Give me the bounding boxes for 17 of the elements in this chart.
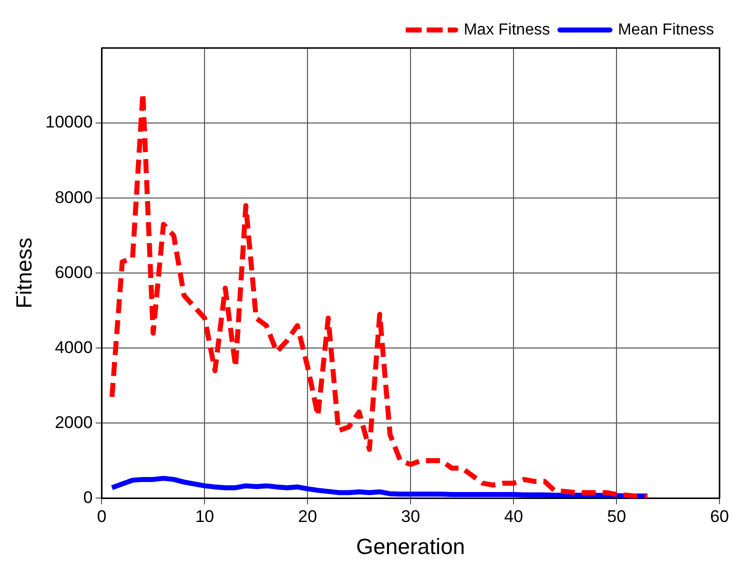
x-tick-label: 50 (607, 507, 626, 526)
y-tick-label: 8000 (54, 188, 93, 207)
y-tick-label: 6000 (54, 262, 93, 282)
y-tick-label: 10000 (45, 112, 93, 132)
x-tick-label: 20 (298, 507, 318, 526)
y-axis-title: Fitness (11, 238, 36, 309)
x-tick-label: 60 (710, 507, 730, 526)
x-tick-label: 10 (195, 507, 214, 526)
x-tick-label: 0 (96, 507, 106, 526)
y-tick-label: 0 (83, 488, 93, 507)
y-tick-label: 2000 (54, 412, 93, 432)
x-tick-label: 30 (401, 507, 420, 526)
x-axis-title: Generation (356, 534, 466, 559)
legend-label: Mean Fitness (618, 21, 714, 38)
x-tick-label: 40 (504, 507, 524, 526)
y-tick-label: 4000 (54, 338, 93, 357)
legend-label: Max Fitness (464, 21, 550, 38)
